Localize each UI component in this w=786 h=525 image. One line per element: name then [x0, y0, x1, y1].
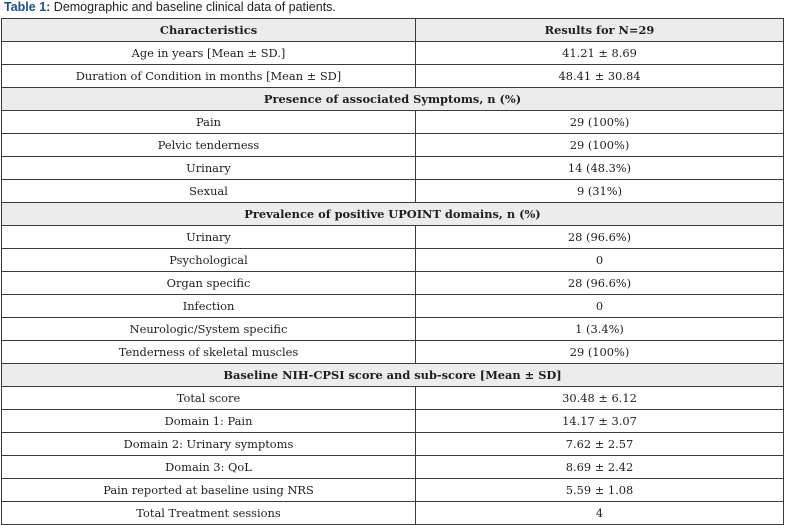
result-cell: 29 (100%) [415, 110, 784, 134]
characteristic-cell: Total Treatment sessions [1, 501, 416, 525]
section-title: Presence of associated Symptoms, n (%) [1, 87, 784, 111]
characteristic-cell: Organ specific [1, 271, 416, 295]
result-cell: 4 [415, 501, 784, 525]
characteristic-cell: Infection [1, 294, 416, 318]
result-cell: 0 [415, 248, 784, 272]
table-row: Tenderness of skeletal muscles 29 (100%) [1, 340, 784, 364]
characteristic-cell: Pain [1, 110, 416, 134]
table-row: Pelvic tenderness 29 (100%) [1, 133, 784, 157]
table-row: Neurologic/System specific 1 (3.4%) [1, 317, 784, 341]
result-cell: 29 (100%) [415, 133, 784, 157]
header-results: Results for N=29 [415, 18, 784, 42]
characteristic-cell: Pelvic tenderness [1, 133, 416, 157]
characteristic-cell: Urinary [1, 156, 416, 180]
result-cell: 41.21 ± 8.69 [415, 41, 784, 65]
table-row: Domain 1: Pain 14.17 ± 3.07 [1, 409, 784, 433]
result-cell: 29 (100%) [415, 340, 784, 364]
characteristic-cell: Psychological [1, 248, 416, 272]
table-header-row: Characteristics Results for N=29 [1, 18, 784, 42]
characteristic-cell: Domain 1: Pain [1, 409, 416, 433]
characteristic-cell: Duration of Condition in months [Mean ± … [1, 64, 416, 88]
section-title: Prevalence of positive UPOINT domains, n… [1, 202, 784, 226]
table-caption-label: Table 1: [4, 0, 51, 14]
result-cell: 5.59 ± 1.08 [415, 478, 784, 502]
table-row: Domain 2: Urinary symptoms 7.62 ± 2.57 [1, 432, 784, 456]
section-title: Baseline NIH-CPSI score and sub-score [M… [1, 363, 784, 387]
table-row: Infection 0 [1, 294, 784, 318]
table-body: Age in years [Mean ± SD.] 41.21 ± 8.69 Dur… [1, 41, 784, 525]
characteristic-cell: Urinary [1, 225, 416, 249]
characteristic-cell: Sexual [1, 179, 416, 203]
section-header-row: Presence of associated Symptoms, n (%) [1, 87, 784, 111]
result-cell: 48.41 ± 30.84 [415, 64, 784, 88]
result-cell: 28 (96.6%) [415, 225, 784, 249]
table-row: Urinary 14 (48.3%) [1, 156, 784, 180]
result-cell: 7.62 ± 2.57 [415, 432, 784, 456]
section-header-row: Baseline NIH-CPSI score and sub-score [M… [1, 363, 784, 387]
table-row: Sexual 9 (31%) [1, 179, 784, 203]
table-row: Pain 29 (100%) [1, 110, 784, 134]
result-cell: 30.48 ± 6.12 [415, 386, 784, 410]
result-cell: 14 (48.3%) [415, 156, 784, 180]
result-cell: 0 [415, 294, 784, 318]
characteristic-cell: Domain 2: Urinary symptoms [1, 432, 416, 456]
table-row: Age in years [Mean ± SD.] 41.21 ± 8.69 [1, 41, 784, 65]
characteristic-cell: Age in years [Mean ± SD.] [1, 41, 416, 65]
characteristic-cell: Total score [1, 386, 416, 410]
table-row: Total Treatment sessions 4 [1, 501, 784, 525]
table-caption: Table 1: Demographic and baseline clinic… [4, 0, 336, 16]
characteristic-cell: Neurologic/System specific [1, 317, 416, 341]
table-row: Psychological 0 [1, 248, 784, 272]
table-row: Organ specific 28 (96.6%) [1, 271, 784, 295]
table-row: Urinary 28 (96.6%) [1, 225, 784, 249]
result-cell: 9 (31%) [415, 179, 784, 203]
characteristic-cell: Tenderness of skeletal muscles [1, 340, 416, 364]
table-row: Pain reported at baseline using NRS 5.59 … [1, 478, 784, 502]
header-characteristics: Characteristics [1, 18, 416, 42]
clinical-data-table: Characteristics Results for N=29 Age in … [1, 18, 784, 525]
table-row: Domain 3: QoL 8.69 ± 2.42 [1, 455, 784, 479]
characteristic-cell: Pain reported at baseline using NRS [1, 478, 416, 502]
result-cell: 14.17 ± 3.07 [415, 409, 784, 433]
characteristic-cell: Domain 3: QoL [1, 455, 416, 479]
table-caption-text: Demographic and baseline clinical data o… [50, 0, 336, 14]
table-row: Duration of Condition in months [Mean ± … [1, 64, 784, 88]
result-cell: 8.69 ± 2.42 [415, 455, 784, 479]
result-cell: 1 (3.4%) [415, 317, 784, 341]
table-row: Total score 30.48 ± 6.12 [1, 386, 784, 410]
section-header-row: Prevalence of positive UPOINT domains, n… [1, 202, 784, 226]
result-cell: 28 (96.6%) [415, 271, 784, 295]
